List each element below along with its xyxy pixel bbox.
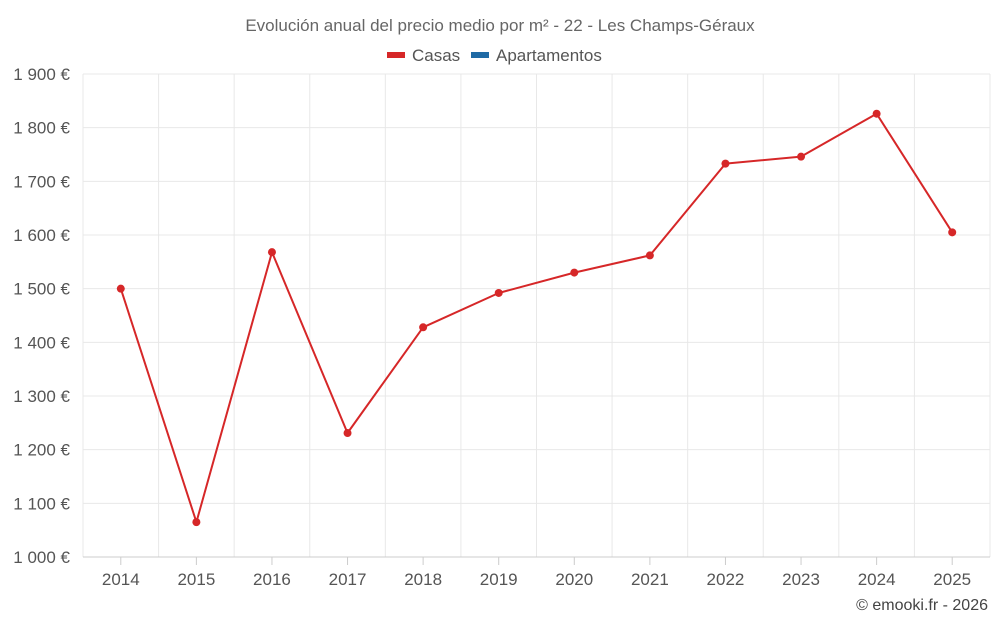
data-point-casas-2022[interactable] <box>721 159 730 168</box>
data-point-casas-2025[interactable] <box>948 228 957 237</box>
data-point-casas-2014[interactable] <box>116 284 125 293</box>
data-point-casas-2020[interactable] <box>570 268 579 277</box>
data-point-casas-2019[interactable] <box>494 288 503 297</box>
series-casas <box>116 109 957 527</box>
y-tick-label: 1 900 € <box>13 65 70 84</box>
chart-title: Evolución anual del precio medio por m² … <box>245 16 755 35</box>
credit-text: © emooki.fr - 2026 <box>856 597 988 614</box>
y-tick-label: 1 800 € <box>13 119 70 138</box>
x-tick-label: 2024 <box>858 570 896 589</box>
x-tick-label: 2017 <box>329 570 367 589</box>
y-tick-label: 1 600 € <box>13 226 70 245</box>
x-tick-label: 2022 <box>707 570 745 589</box>
legend-item-casas[interactable]: Casas <box>387 46 460 65</box>
chart-legend: Casas Apartamentos <box>387 46 602 65</box>
data-point-casas-2015[interactable] <box>192 518 201 527</box>
x-tick-label: 2016 <box>253 570 291 589</box>
grid-lines <box>82 73 991 557</box>
x-tick-label: 2015 <box>177 570 215 589</box>
legend-swatch-apartamentos <box>471 52 489 58</box>
y-tick-label: 1 000 € <box>13 548 70 567</box>
data-point-casas-2017[interactable] <box>343 429 352 438</box>
legend-label-apartamentos: Apartamentos <box>496 46 602 65</box>
y-tick-label: 1 500 € <box>13 280 70 299</box>
y-tick-label: 1 400 € <box>13 333 70 352</box>
series-line-casas <box>119 112 954 524</box>
legend-label-casas: Casas <box>412 46 460 65</box>
y-tick-label: 1 100 € <box>13 494 70 513</box>
x-tick-label: 2020 <box>555 570 593 589</box>
data-point-casas-2021[interactable] <box>645 251 654 260</box>
x-tick-label: 2014 <box>102 570 140 589</box>
legend-swatch-casas <box>387 52 405 58</box>
x-tick-label: 2021 <box>631 570 669 589</box>
y-tick-label: 1 200 € <box>13 441 70 460</box>
x-tick-label: 2019 <box>480 570 518 589</box>
legend-item-apartamentos[interactable]: Apartamentos <box>471 46 602 65</box>
x-axis-ticks: 2014 2015 2016 2017 2018 2019 2020 2021 2022 2023… <box>102 557 971 589</box>
x-tick-label: 2023 <box>782 570 820 589</box>
data-point-casas-2024[interactable] <box>872 109 881 118</box>
x-tick-label: 2018 <box>404 570 442 589</box>
data-point-casas-2018[interactable] <box>419 323 428 332</box>
y-axis-ticks: 1 000 € 1 100 € 1 200 € 1 300 € 1 400 € 1 500… <box>13 65 70 567</box>
data-point-casas-2016[interactable] <box>267 248 276 257</box>
x-tick-label: 2025 <box>933 570 971 589</box>
data-point-casas-2023[interactable] <box>797 152 806 161</box>
y-tick-label: 1 300 € <box>13 387 70 406</box>
y-tick-label: 1 700 € <box>13 172 70 191</box>
